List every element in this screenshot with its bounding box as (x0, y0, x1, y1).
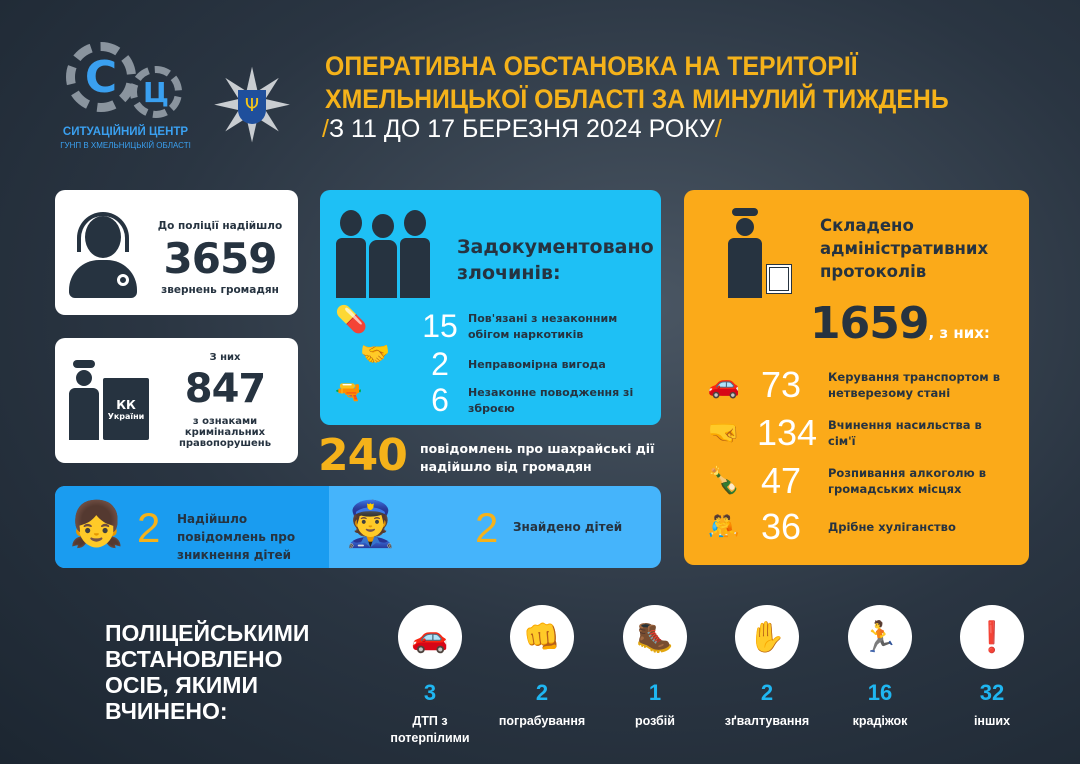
slash-left: / (322, 115, 329, 143)
trident-shield-icon: Ψ (238, 90, 266, 124)
admin-item-value: 47 (760, 460, 802, 501)
admin-item: 🍾 47 Розпивання алкоголю в громадських м… (702, 460, 1022, 502)
crime-label: Неправомірна вигода (468, 358, 606, 371)
person-count: 16 (867, 680, 893, 705)
weapon-icon: 🔫 (335, 380, 363, 405)
officer-with-children-icon: 👮 (343, 499, 398, 550)
crime-item: 2 Неправомірна вигода (420, 346, 660, 383)
police-officer-icon (69, 360, 99, 440)
admin-item-value: 36 (760, 506, 802, 547)
person-count: 32 (979, 680, 1005, 705)
drinking-icon: 🍾 (707, 466, 741, 496)
crimes-title: Задокументовано злочинів: (457, 236, 654, 284)
theft-icon: 🏃 (848, 605, 912, 669)
crimes-card: Задокументовано злочинів: 💊 🤝 🔫 15 Пов'я… (320, 190, 661, 425)
gear-c-icon: С (66, 42, 136, 112)
person-label: крадіжок (852, 714, 908, 728)
person-label: розбій (635, 714, 675, 728)
assault-icon: 🥾 (623, 605, 687, 669)
admin-item-label: Дрібне хуліганство (828, 520, 956, 534)
missing-value: 2 (137, 504, 161, 551)
person-label: зґвалтування (724, 714, 810, 728)
found-value: 2 (475, 504, 499, 551)
person-count: 2 (760, 680, 774, 705)
header-title-line1: ОПЕРАТИВНА ОБСТАНОВКА НА ТЕРИТОРІЇ (325, 51, 858, 81)
car-crash-icon: 🚗 (398, 605, 462, 669)
crime-label: Пов'язані з незаконним обігом наркотиків (468, 311, 618, 341)
person-label: ДТП з потерпілими (390, 714, 470, 745)
fraud-value: 240 (318, 430, 408, 481)
logo-subtitle: ГУНП В ХМЕЛЬНИЦЬКІЙ ОБЛАСТІ (60, 141, 191, 150)
gear-ts-icon: Ц (130, 66, 182, 118)
children-bar: 👧 2 Надійшло повідомлень про зникнення д… (55, 486, 661, 568)
header-period: /З 11 ДО 17 БЕРЕЗНЯ 2024 РОКУ/ (322, 115, 722, 144)
drugs-icon: 💊 (335, 305, 368, 335)
crime-value: 6 (431, 382, 449, 418)
book-title: КК (116, 398, 136, 412)
situation-center-logo: С Ц СИТУАЦІЙНИЙ ЦЕНТР ГУНП В ХМЕЛЬНИЦЬКІ… (58, 42, 193, 154)
header-title-line2: ХМЕЛЬНИЦЬКОЇ ОБЛАСТІ ЗА МИНУЛИЙ ТИЖДЕНЬ (325, 84, 949, 114)
calls-sublabel: звернень громадян (161, 284, 279, 296)
admin-item-value: 73 (760, 364, 802, 405)
admin-item-label: Керування транспортом в нетверезому стан… (828, 370, 1000, 400)
missing-label: Надійшло повідомлень про зникнення дітей (177, 512, 296, 562)
admin-total: 1659, з них: (810, 298, 990, 349)
domestic-violence-icon: 🤜 (707, 418, 741, 448)
criminal-card: КК України З них 847 з ознаками кримінал… (55, 338, 298, 463)
person-count: 1 (648, 680, 662, 705)
calls-value: 3659 (163, 234, 278, 283)
book-subtitle: України (107, 412, 145, 421)
bribe-icon: 🤝 (360, 340, 390, 368)
logo-name: СИТУАЦІЙНИЙ ЦЕНТР (62, 126, 189, 138)
admin-item-label: Розпивання алкоголю в громадських місцях (828, 466, 987, 496)
slash-right: / (714, 115, 722, 143)
calls-card: До поліції надійшло 3659 звернень громад… (55, 190, 298, 315)
admin-item: 🤼 36 Дрібне хуліганство (702, 506, 1022, 548)
crime-value: 15 (422, 308, 458, 344)
car-crash-icon: 🚗 (707, 370, 741, 400)
crime-value: 2 (431, 346, 449, 382)
person-label: пограбування (498, 714, 586, 728)
arrest-icon (336, 210, 431, 298)
admin-item-value: 134 (756, 412, 818, 453)
hooliganism-icon: 🤼 (707, 512, 741, 542)
robbery-icon: 👊 (510, 605, 574, 669)
admin-item: 🚗 73 Керування транспортом в нетверезому… (702, 364, 1022, 406)
admin-value: 1659 (810, 298, 929, 349)
person-count: 3 (423, 680, 437, 705)
rape-icon: ✋ (735, 605, 799, 669)
criminal-value: 847 (184, 366, 267, 412)
found-label: Знайдено дітей (513, 520, 623, 534)
criminal-label: З них (209, 352, 241, 363)
admin-item: 🤜 134 Вчинення насильства в сім'ї (702, 412, 1022, 454)
admin-title: Складено адміністративних протоколів (820, 216, 989, 281)
crime-item: 6 Незаконне поводження зі зброєю (420, 382, 660, 419)
crime-label: Незаконне поводження зі зброєю (468, 385, 634, 415)
officer-with-protocols-icon (728, 208, 798, 298)
person-count: 2 (535, 680, 549, 705)
admin-card: Складено адміністративних протоколів 165… (684, 190, 1029, 565)
admin-item-label: Вчинення насильства в сім'ї (828, 418, 982, 448)
admin-suffix: , з них: (928, 324, 990, 342)
police-star-emblem: ✷ Ψ (202, 57, 302, 157)
children-balloon-icon: 👧 (69, 499, 124, 550)
other-crimes-icon: ❗ (960, 605, 1024, 669)
fraud-label: повідомлень про шахрайські дії надійшло … (420, 441, 655, 474)
criminal-code-book-icon: КК України (103, 378, 149, 440)
period-text: З 11 ДО 17 БЕРЕЗНЯ 2024 РОКУ (328, 115, 715, 143)
person-label: інших (973, 714, 1011, 728)
operator-headset-icon (67, 212, 139, 300)
persons-title: ПОЛІЦЕЙСЬКИМИ ВСТАНОВЛЕНО ОСІБ, ЯКИМИ ВЧ… (105, 620, 310, 724)
criminal-sublabel: з ознаками кримінальних правопорушень (178, 416, 272, 449)
crime-item: 15 Пов'язані з незаконним обігом наркоти… (420, 308, 660, 345)
calls-label: До поліції надійшло (157, 220, 283, 232)
